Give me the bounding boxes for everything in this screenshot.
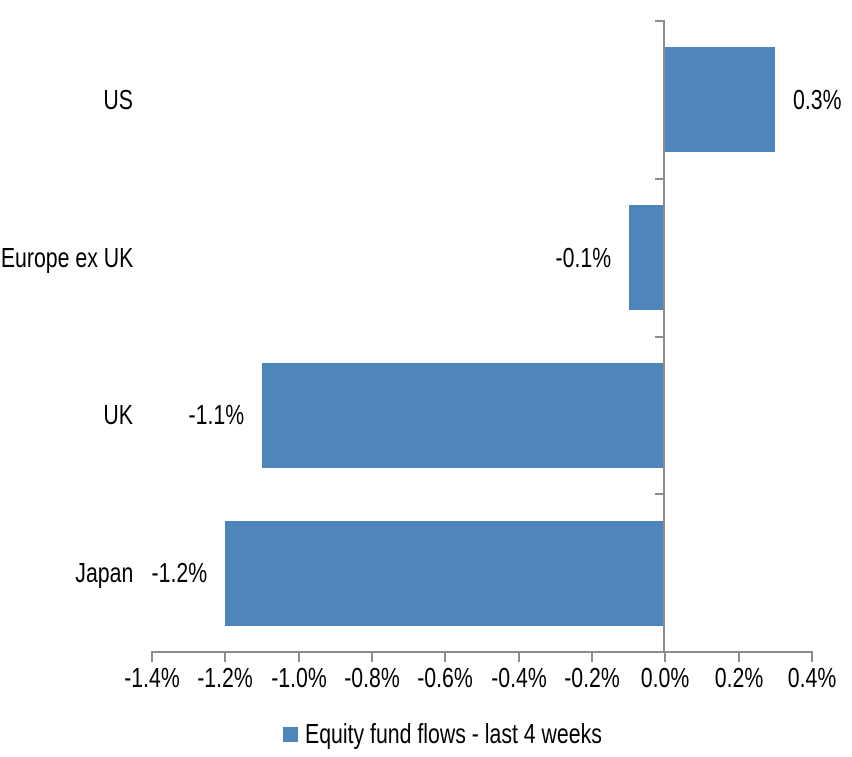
x-tick-label-8: 0.2% <box>714 662 763 693</box>
legend-label: Equity fund flows - last 4 weeks <box>305 718 602 749</box>
x-axis-tick <box>151 651 153 662</box>
category-label-uk: UK <box>103 399 133 431</box>
x-tick-label-9: 0.4% <box>787 662 837 693</box>
x-axis-tick <box>517 651 520 662</box>
zero-baseline <box>663 21 666 653</box>
category-label-us: US <box>103 83 133 115</box>
x-axis-line <box>151 651 813 653</box>
category-axis-tick <box>655 335 666 338</box>
x-axis-tick <box>224 651 227 662</box>
x-tick-label-5: -0.4% <box>490 662 547 693</box>
value-label-us: 0.3% <box>793 83 842 115</box>
value-label-europe-ex-uk: -0.1% <box>555 241 611 273</box>
value-label-uk: -1.1% <box>188 399 244 431</box>
x-axis-tick <box>737 651 740 662</box>
x-axis-tick <box>371 651 373 662</box>
x-axis-tick <box>664 651 667 662</box>
bar-uk <box>262 362 666 468</box>
category-label-japan: Japan <box>75 557 133 589</box>
x-tick-label-4: -0.6% <box>417 662 474 693</box>
legend-swatch-icon <box>283 726 298 742</box>
bar-japan <box>225 520 666 626</box>
x-tick-label-3: -0.8% <box>344 662 400 693</box>
legend: Equity fund flows - last 4 weeks <box>283 717 696 751</box>
bar-europe-ex-uk <box>628 205 666 311</box>
x-tick-label-2: -1.0% <box>270 662 327 693</box>
x-tick-label-1: -1.2% <box>197 662 254 693</box>
category-axis-tick <box>655 493 666 496</box>
category-label-europe-ex-uk: Europe ex UK <box>0 241 133 273</box>
x-tick-label-6: -0.2% <box>564 662 620 693</box>
value-label-japan: -1.2% <box>151 557 208 589</box>
x-axis-tick <box>297 651 300 662</box>
category-axis-tick <box>655 20 666 22</box>
bar-us <box>665 47 776 153</box>
x-tick-label-7: 0.0% <box>641 662 690 693</box>
x-tick-label-0: -1.4% <box>124 662 180 693</box>
x-axis-tick <box>591 651 593 662</box>
category-axis-tick <box>655 177 666 180</box>
x-axis-tick <box>444 651 447 662</box>
x-axis-tick <box>811 651 813 662</box>
